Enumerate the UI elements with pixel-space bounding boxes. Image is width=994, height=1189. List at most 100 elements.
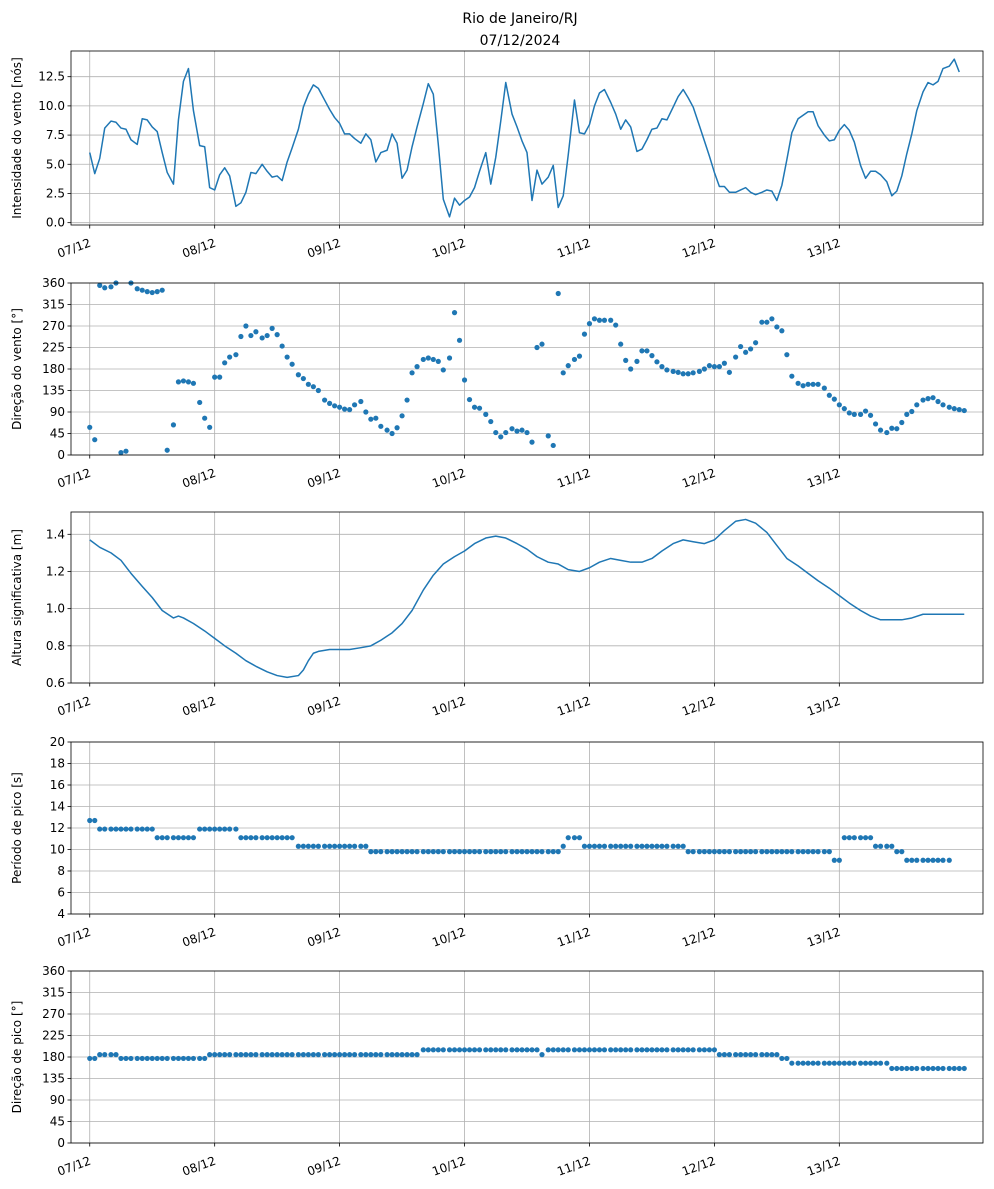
data-point xyxy=(930,1065,936,1072)
data-point xyxy=(519,1047,525,1053)
data-point xyxy=(97,826,103,832)
data-point xyxy=(118,450,124,456)
data-point xyxy=(351,402,358,408)
data-point xyxy=(514,428,520,434)
data-point xyxy=(821,1060,827,1066)
data-point xyxy=(305,843,311,849)
data-point xyxy=(690,370,696,376)
data-point xyxy=(118,1055,124,1062)
data-point xyxy=(351,843,358,849)
data-point xyxy=(634,358,640,364)
data-point xyxy=(774,324,780,330)
data-point xyxy=(914,402,920,408)
data-point xyxy=(753,340,759,346)
data-point xyxy=(738,1052,744,1058)
data-point xyxy=(154,835,160,841)
data-point xyxy=(212,826,218,832)
data-point xyxy=(327,1052,333,1058)
data-point xyxy=(800,1060,806,1066)
data-point xyxy=(180,1055,187,1062)
data-point xyxy=(446,355,453,361)
data-point xyxy=(930,395,936,401)
data-point xyxy=(440,1047,446,1053)
data-point xyxy=(248,1052,254,1058)
data-point xyxy=(851,411,857,417)
data-point xyxy=(351,1052,358,1058)
data-point xyxy=(649,353,655,359)
data-point xyxy=(289,1052,295,1058)
data-point xyxy=(628,366,634,372)
data-point xyxy=(394,425,400,431)
data-point xyxy=(764,1052,770,1058)
data-point xyxy=(862,408,869,414)
data-point xyxy=(300,843,306,849)
data-point xyxy=(108,1052,114,1058)
data-point xyxy=(841,1060,847,1066)
y-tick-label: 180 xyxy=(42,1050,65,1064)
data-point xyxy=(248,332,254,339)
data-point xyxy=(738,343,744,350)
data-point xyxy=(493,849,499,855)
data-point xyxy=(836,857,842,863)
data-point xyxy=(509,849,515,855)
data-point xyxy=(894,1065,900,1072)
panel-1: 0.02.55.07.510.012.507/12 08/12 09/12 10/12… xyxy=(10,50,984,261)
data-point xyxy=(498,434,504,440)
data-point xyxy=(222,826,228,832)
data-point xyxy=(128,826,134,832)
data-point xyxy=(284,354,290,360)
data-point xyxy=(851,835,857,841)
data-point xyxy=(483,849,489,855)
data-point xyxy=(97,1052,103,1058)
data-point xyxy=(690,1047,696,1053)
data-point xyxy=(831,396,837,402)
data-point xyxy=(363,1052,369,1058)
data-point xyxy=(149,826,155,832)
data-point xyxy=(327,400,333,406)
series-line xyxy=(89,58,960,218)
data-point xyxy=(726,369,732,375)
data-point xyxy=(430,849,436,855)
data-point xyxy=(831,1060,837,1066)
data-point xyxy=(654,843,660,849)
data-point xyxy=(764,319,770,325)
data-point xyxy=(826,392,832,398)
data-point xyxy=(373,849,379,855)
data-point xyxy=(784,1055,790,1062)
data-point xyxy=(857,835,864,841)
data-point xyxy=(425,355,431,361)
data-point xyxy=(202,826,208,832)
data-point xyxy=(399,849,405,855)
data-point xyxy=(846,835,852,841)
data-point xyxy=(322,1052,328,1058)
y-axis-label: Altura significativa [m] xyxy=(10,529,24,666)
data-point xyxy=(483,1047,489,1053)
data-point xyxy=(706,849,713,855)
data-point xyxy=(701,849,708,855)
data-point xyxy=(243,1052,249,1058)
data-point xyxy=(128,1055,134,1062)
data-point xyxy=(269,325,275,331)
data-point xyxy=(159,287,165,293)
data-point xyxy=(613,843,619,849)
data-point xyxy=(534,849,540,855)
y-axis-label: Direção de pico [°] xyxy=(10,1001,24,1114)
data-point xyxy=(498,1047,504,1053)
data-point xyxy=(550,442,556,449)
data-point xyxy=(274,332,280,338)
axes-frame xyxy=(70,511,984,684)
data-point xyxy=(253,1052,259,1058)
data-point xyxy=(846,410,852,416)
data-point xyxy=(726,1052,732,1058)
data-point xyxy=(435,1047,441,1053)
y-tick-label: 18 xyxy=(50,757,65,771)
data-point xyxy=(378,1052,384,1058)
data-point xyxy=(779,328,785,334)
data-point xyxy=(759,1052,765,1058)
y-tick-label: 90 xyxy=(50,405,65,419)
data-point xyxy=(295,843,301,849)
y-tick-label: 2.5 xyxy=(46,186,65,200)
data-point xyxy=(446,1047,453,1053)
data-point xyxy=(139,1055,145,1062)
data-point xyxy=(212,374,218,380)
